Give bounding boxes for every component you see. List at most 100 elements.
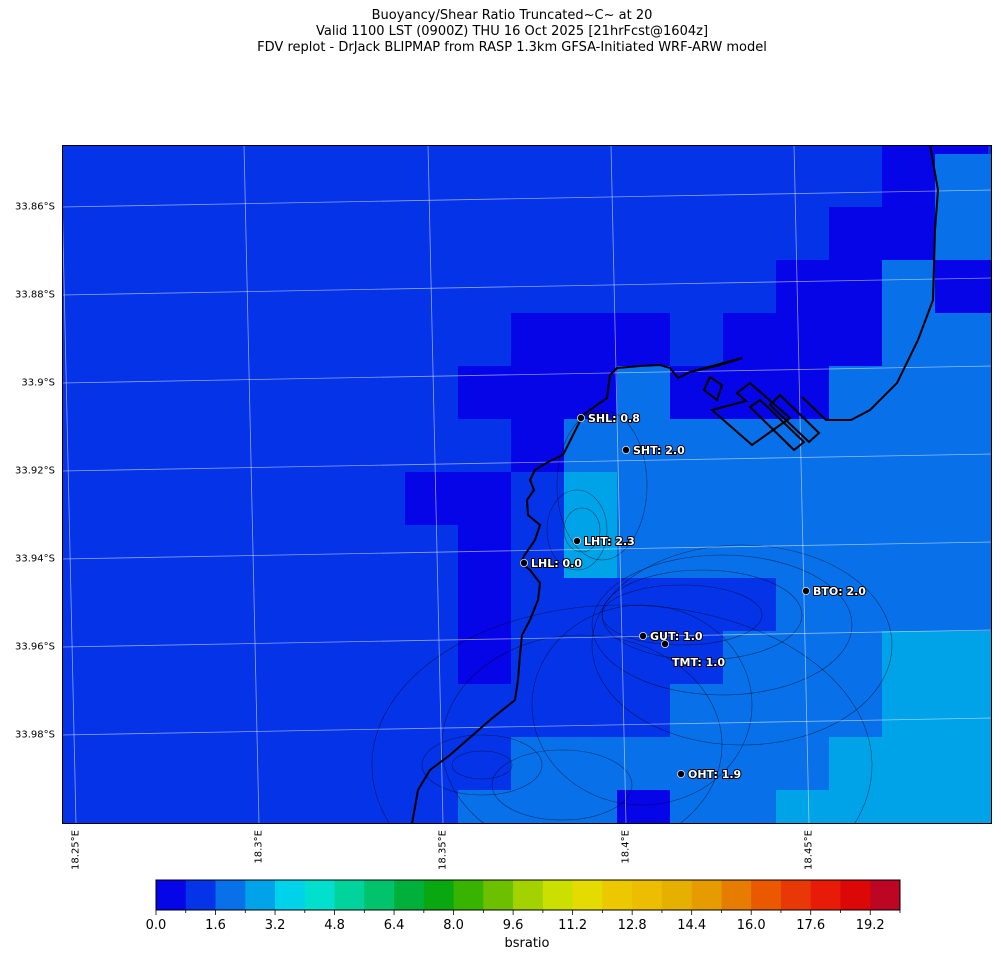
heatmap-cell — [405, 578, 459, 632]
heatmap-cell — [723, 154, 777, 208]
heatmap-cell — [935, 631, 989, 685]
heatmap-cell — [87, 790, 141, 824]
coastline — [411, 145, 940, 824]
colorbar-tick-label: 16.0 — [736, 918, 766, 933]
heatmap-cell — [670, 631, 724, 685]
heatmap-cell — [405, 145, 459, 155]
heatmap-cell — [87, 366, 141, 420]
heatmap-cell — [352, 207, 406, 261]
heatmap-cell — [193, 790, 247, 824]
heatmap-cell — [723, 472, 777, 526]
colorbar-swatch — [870, 880, 901, 910]
heatmap-cell — [299, 207, 353, 261]
heatmap-cell — [62, 260, 88, 314]
heatmap-cell — [564, 207, 618, 261]
heatmap-cell — [511, 790, 565, 824]
heatmap-cell — [776, 684, 830, 738]
heatmap-cell — [246, 684, 300, 738]
heatmap-cell — [62, 631, 88, 685]
heatmap-cell — [87, 260, 141, 314]
colorbar-swatch — [542, 880, 574, 910]
heatmap-cell — [140, 525, 194, 579]
heatmap-cell — [564, 145, 618, 155]
heatmap-cell — [882, 578, 936, 632]
colorbar-tick-label: 19.2 — [855, 918, 885, 933]
heatmap-cell — [670, 313, 724, 367]
heatmap-cell — [829, 145, 883, 155]
colorbar-tick-label: 14.4 — [677, 918, 707, 933]
colorbar-swatch — [840, 880, 871, 910]
heatmap-cell — [829, 525, 883, 579]
station-label: GUT: 1.0 — [650, 630, 703, 643]
heatmap-cell — [246, 737, 300, 791]
heatmap-cell — [299, 578, 353, 632]
heatmap-cell — [935, 145, 989, 155]
heatmap-cell — [829, 419, 883, 473]
heatmap-cell — [87, 684, 141, 738]
heatmap-cell — [935, 737, 989, 791]
heatmap-cell — [723, 260, 777, 314]
station-marker-bto — [802, 586, 811, 595]
lat-tick: 33.94°S — [15, 553, 55, 565]
heatmap-cell — [62, 313, 88, 367]
heatmap-cell — [988, 260, 992, 314]
heatmap-cell — [882, 366, 936, 420]
station-label: SHT: 2.0 — [633, 444, 685, 457]
heatmap-cell — [988, 207, 992, 261]
heatmap-cell — [193, 145, 247, 155]
colorbar-swatch — [156, 880, 187, 910]
colorbar-swatch — [275, 880, 306, 910]
heatmap-cell — [299, 145, 353, 155]
colorbar-swatch — [691, 880, 722, 910]
heatmap-cell — [723, 366, 777, 420]
heatmap-cell — [299, 313, 353, 367]
lon-tick: 18.3°E — [253, 830, 265, 864]
heatmap-cell — [617, 684, 671, 738]
heatmap-cell — [829, 260, 883, 314]
heatmap-cell — [405, 472, 459, 526]
heatmap-cell — [776, 578, 830, 632]
heatmap-cell — [193, 154, 247, 208]
meridian-line — [793, 145, 810, 824]
heatmap-cell — [299, 631, 353, 685]
heatmap-cell — [988, 525, 992, 579]
heatmap-cell — [935, 366, 989, 420]
heatmap-cell — [988, 313, 992, 367]
heatmap-cell — [458, 790, 512, 824]
colorbar-swatch — [364, 880, 395, 910]
title-line-1: Buoyancy/Shear Ratio Truncated~C~ at 20 — [371, 8, 653, 23]
parallel-line — [62, 453, 992, 472]
heatmap-cell — [299, 525, 353, 579]
colorbar-tick-label: 6.4 — [383, 918, 405, 933]
heatmap-cell — [617, 154, 671, 208]
heatmap-cell — [511, 207, 565, 261]
heatmap-cell — [988, 790, 992, 824]
heatmap-cell — [935, 313, 989, 367]
lon-tick: 18.35°E — [437, 830, 449, 870]
parallel-line — [62, 365, 992, 384]
heatmap-cell — [246, 145, 300, 155]
heatmap-cell — [193, 207, 247, 261]
heatmap-cell — [564, 313, 618, 367]
heatmap-cell — [246, 525, 300, 579]
heatmap-cell — [62, 419, 88, 473]
heatmap-cell — [511, 145, 565, 155]
heatmap-cell — [62, 525, 88, 579]
heatmap-cell — [564, 631, 618, 685]
heatmap-cell — [246, 313, 300, 367]
heatmap-cell — [723, 207, 777, 261]
heatmap-cell — [87, 578, 141, 632]
heatmap-cell — [458, 631, 512, 685]
colorbar-tick-label: 1.6 — [205, 918, 226, 933]
heatmap-cell — [140, 472, 194, 526]
heatmap-cell — [564, 790, 618, 824]
colorbar-tick-label: 11.2 — [558, 918, 588, 933]
heatmap-cell — [62, 578, 88, 632]
heatmap-cell — [988, 737, 992, 791]
heatmap-cell — [617, 525, 671, 579]
heatmap-cell — [246, 154, 300, 208]
heatmap-cell — [723, 145, 777, 155]
heatmap-cell — [246, 472, 300, 526]
colorbar-label: bsratio — [504, 936, 550, 951]
heatmap-cell — [299, 472, 353, 526]
